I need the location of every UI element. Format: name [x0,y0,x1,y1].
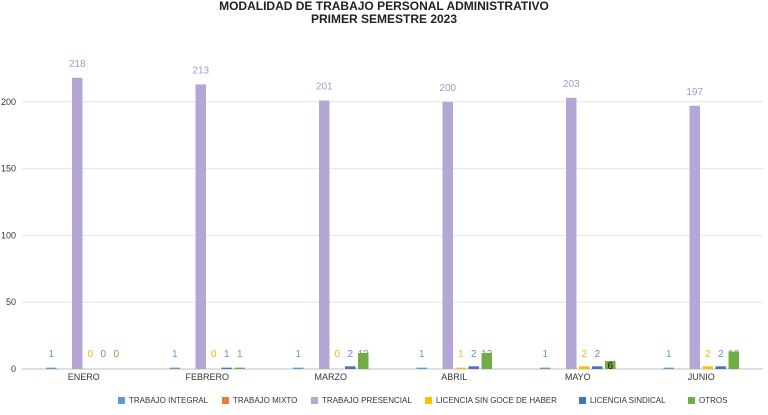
x-tick-label: FEBRERO [185,372,229,382]
bar [169,367,180,369]
data-label: 0 [100,349,106,360]
data-label: 200 [439,83,456,94]
legend-swatch [118,397,125,404]
bar [221,367,232,369]
bar [442,101,453,370]
data-label: 2 [347,349,353,360]
data-label: 1 [224,349,230,360]
data-label: 201 [316,81,333,92]
bar [592,366,603,369]
bar [455,367,466,369]
data-label: 0 [211,349,217,360]
data-label: 12 [481,349,493,360]
gridlines [22,101,763,370]
bar [468,366,479,369]
y-tick-label: 100 [1,230,16,240]
legend-label: TRABAJO MIXTO [233,396,297,405]
data-label: 1 [542,349,548,360]
data-label: 218 [69,59,86,70]
data-label: 6 [607,361,613,372]
chart-title: MODALIDAD DE TRABAJO PERSONAL ADMINISTRA… [219,0,549,13]
data-label: 203 [563,79,580,90]
bar [728,351,739,369]
bar [689,105,700,369]
data-label: 197 [686,87,703,98]
bar [702,366,713,369]
legend-label: TRABAJO PRESENCIAL [322,396,412,405]
x-tick-label: ABRIL [441,372,467,382]
data-label: 12 [358,349,370,360]
bar [481,352,492,369]
data-label: 1 [172,349,178,360]
data-label: 1 [48,349,54,360]
bar [566,97,577,369]
data-label: 0 [334,349,340,360]
bar [663,367,674,369]
y-tick-label: 50 [6,297,16,307]
data-label: 13 [728,349,740,360]
bar [605,360,616,369]
data-label: 0 [87,349,93,360]
legend-swatch [579,397,586,404]
legend-label: OTROS [699,396,727,405]
bar [319,100,330,370]
data-label: 2 [581,349,587,360]
bar [416,367,427,369]
x-tick-label: MAYO [565,372,591,382]
data-label: 2 [705,349,711,360]
data-label: 2 [471,349,477,360]
chart-subtitle: PRIMER SEMESTRE 2023 [311,12,457,26]
legend-swatch [222,397,229,404]
x-axis: ENERO FEBRERO MARZO ABRIL MAYO JUNIO [68,372,715,382]
legend: TRABAJO INTEGRAL TRABAJO MIXTO TRABAJO PRE… [118,396,727,405]
x-tick-label: MARZO [315,372,348,382]
data-label: 1 [237,349,243,360]
bar [72,77,83,369]
bar [195,84,206,370]
legend-label: LICENCIA SINDICAL [590,396,666,405]
bar [579,366,590,369]
data-label: 1 [419,349,425,360]
data-label: 2 [718,349,724,360]
y-tick-label: 200 [1,97,16,107]
data-label: 213 [192,65,209,76]
bar [358,352,369,369]
x-tick-label: JUNIO [688,372,715,382]
data-label: 1 [458,349,464,360]
data-label: 2 [594,349,600,360]
legend-swatch [311,397,318,404]
bar [293,367,304,369]
bar [345,366,356,369]
legend-label: LICENCIA SIN GOCE DE HABER [436,396,557,405]
y-tick-label: 150 [1,164,16,174]
legend-label: TRABAJO INTEGRAL [129,396,209,405]
data-label: 1 [666,349,672,360]
bar [46,367,57,369]
bar [234,367,245,369]
legend-swatch [688,397,695,404]
y-axis: 0 50 100 150 200 [1,97,16,374]
y-tick-label: 0 [11,364,16,374]
x-tick-label: ENERO [68,372,100,382]
data-label: 0 [113,349,119,360]
legend-swatch [425,397,432,404]
data-label: 1 [295,349,301,360]
bar [715,366,726,369]
bars [46,77,739,370]
bar [540,367,551,369]
